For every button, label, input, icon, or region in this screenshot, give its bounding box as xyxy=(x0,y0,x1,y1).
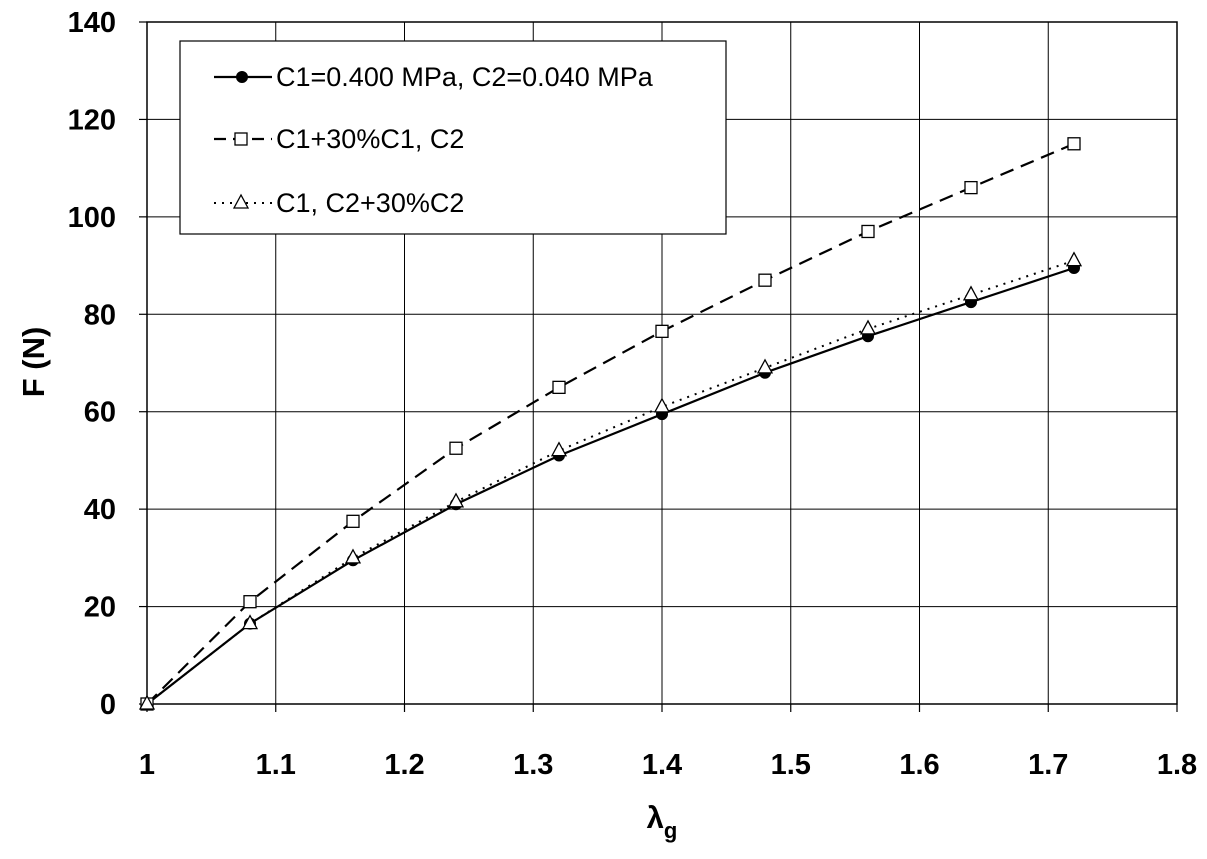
data-point xyxy=(964,180,978,195)
legend-box xyxy=(179,40,727,235)
y-tick-label: 60 xyxy=(84,397,116,429)
data-point xyxy=(243,595,257,609)
x-tick-label: 1.7 xyxy=(1028,749,1068,781)
legend-item-3: C1, C2+30%C2 xyxy=(214,188,464,218)
y-tick-label: 80 xyxy=(84,299,116,331)
x-tick-label: 1.6 xyxy=(899,749,939,781)
x-tick-label: 1 xyxy=(139,749,155,781)
x-tick-label: 1.5 xyxy=(771,749,811,781)
data-point xyxy=(756,358,774,374)
data-point xyxy=(758,273,772,287)
data-point xyxy=(859,319,877,335)
data-point xyxy=(962,285,980,301)
data-point xyxy=(346,514,360,528)
x-axis-title: λg xyxy=(647,800,678,843)
legend-label-1: C1=0.400 MPa, C2=0.040 MPa xyxy=(276,62,654,92)
y-tick-label: 100 xyxy=(68,202,116,234)
x-tick-label: 1.8 xyxy=(1157,749,1197,781)
filled-circle-marker-icon xyxy=(236,71,248,83)
data-point xyxy=(655,324,669,338)
data-point xyxy=(550,441,568,457)
legend-item-1: C1=0.400 MPa, C2=0.040 MPa xyxy=(214,62,654,92)
data-point xyxy=(241,614,259,630)
series-3 xyxy=(138,251,1083,710)
y-tick-label: 140 xyxy=(68,7,116,39)
open-square-marker-icon xyxy=(234,132,248,146)
y-tick-label: 20 xyxy=(84,592,116,624)
y-tick-label: 0 xyxy=(100,689,116,721)
legend-item-2: C1+30%C1, C2 xyxy=(214,124,464,154)
series-1 xyxy=(141,262,1080,710)
x-tick-label: 1.4 xyxy=(642,749,682,781)
data-point xyxy=(447,492,465,508)
series-line-2 xyxy=(146,142,1075,705)
plot-area xyxy=(146,21,1178,705)
x-tick-label: 1.1 xyxy=(256,749,296,781)
data-point xyxy=(449,441,463,455)
data-point xyxy=(344,548,362,564)
x-tick-labels: 1 1.1 1.2 1.3 1.4 1.5 1.6 1.7 1.8 xyxy=(139,749,1197,781)
series-line-3 xyxy=(146,259,1075,705)
legend: C1=0.400 MPa, C2=0.040 MPa C1+30%C1, C2 … xyxy=(179,40,727,235)
y-axis-title: F (N) xyxy=(16,327,51,398)
data-point xyxy=(1065,251,1083,267)
legend-label-2: C1+30%C1, C2 xyxy=(276,124,464,154)
legend-label-3: C1, C2+30%C2 xyxy=(276,188,464,218)
x-tick-label: 1.3 xyxy=(513,749,553,781)
data-point xyxy=(861,224,875,239)
data-point xyxy=(1067,137,1081,151)
y-tick-labels: 0 20 40 60 80 100 120 140 xyxy=(68,7,116,721)
y-tick-label: 40 xyxy=(84,494,116,526)
data-point xyxy=(653,397,671,413)
y-tick-label: 120 xyxy=(68,104,116,136)
x-tick-label: 1.2 xyxy=(384,749,424,781)
series-line-1 xyxy=(146,266,1075,705)
data-point xyxy=(552,380,566,395)
series-layer xyxy=(138,137,1083,711)
data-point xyxy=(138,694,156,710)
open-triangle-marker-icon xyxy=(232,193,250,209)
